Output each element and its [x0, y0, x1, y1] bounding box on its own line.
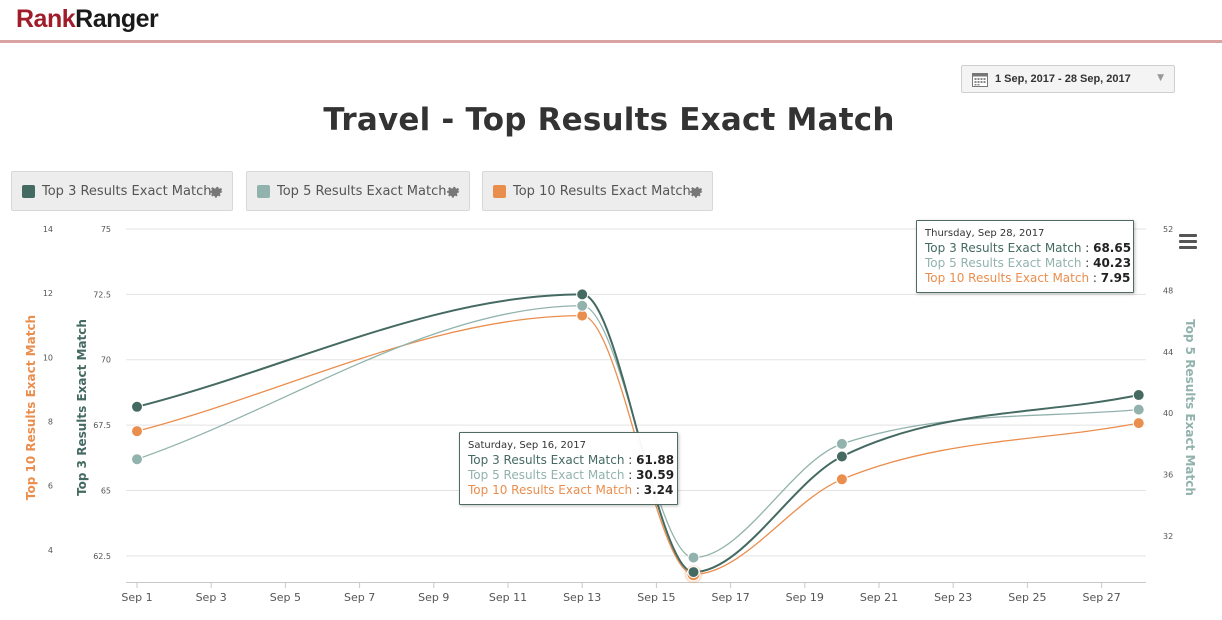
logo-text-rank: Rank [16, 5, 76, 33]
y-tick-label: 14 [43, 225, 53, 234]
data-point[interactable] [576, 288, 589, 301]
x-tick-label: Sep 11 [489, 591, 527, 604]
x-tick-label: Sep 17 [711, 591, 749, 604]
legend-item-top5[interactable]: Top 5 Results Exact Match [246, 171, 470, 211]
y-tick-label: 48 [1163, 286, 1173, 295]
tooltip-row-top10: Top 10 Results Exact Match : 7.95 [925, 271, 1131, 285]
x-tick-label: Sep 3 [196, 591, 227, 604]
y-tick-label: 44 [1163, 348, 1173, 357]
legend-label-top5: Top 5 Results Exact Match [277, 184, 447, 199]
series-line-top3 [136, 293, 1139, 574]
x-tick-label: Sep 1 [121, 591, 152, 604]
legend-swatch-top3 [22, 185, 35, 198]
gear-icon[interactable] [208, 183, 225, 200]
y-axis-title: Top 10 Results Exact Match [24, 315, 38, 500]
x-tick-label: Sep 19 [786, 591, 824, 604]
logo-text-ranger: Ranger [75, 5, 159, 33]
axes: Sep 1 Sep 3 Sep 5 Sep 7 Sep 9 Sep 11 Sep 13 Sep… [24, 225, 1197, 604]
y-tick-label: 75 [101, 225, 111, 234]
data-point[interactable] [131, 453, 143, 466]
y-tick-label: 72.5 [93, 290, 111, 299]
y-axis-title: Top 3 Results Exact Match [75, 319, 89, 496]
x-tick-label: Sep 27 [1082, 591, 1120, 604]
legend-label-top10: Top 10 Results Exact Match [513, 184, 691, 199]
date-range-picker[interactable]: 1 Sep, 2017 - 28 Sep, 2017 ▼ [961, 65, 1175, 93]
y-axis-title: Top 5 Results Exact Match [1183, 319, 1197, 496]
gear-icon[interactable] [445, 183, 462, 200]
y-tick-label: 67.5 [93, 421, 111, 430]
data-point[interactable] [835, 473, 848, 486]
series-line-top5 [136, 305, 1139, 559]
tooltip-row-top3: Top 3 Results Exact Match : 68.65 [925, 241, 1132, 255]
tooltip-row-top10: Top 10 Results Exact Match : 3.24 [468, 483, 674, 497]
y-tick-label: 4 [48, 546, 53, 555]
x-tick-label: Sep 13 [563, 591, 601, 604]
data-point[interactable] [687, 566, 700, 579]
data-point[interactable] [131, 400, 143, 413]
legend-swatch-top10 [493, 185, 506, 198]
chevron-down-icon: ▼ [1157, 73, 1164, 83]
data-point[interactable] [1132, 389, 1145, 402]
y-tick-label: 40 [1163, 409, 1173, 418]
y-tick-label: 52 [1163, 225, 1173, 234]
legend-item-top10[interactable]: Top 10 Results Exact Match [482, 171, 713, 211]
y-tick-label: 65 [101, 486, 111, 495]
data-point[interactable] [835, 437, 848, 450]
x-tick-label: Sep 5 [270, 591, 301, 604]
y-tick-label: 70 [101, 356, 111, 365]
header-bar: RankRanger [0, 0, 1222, 43]
date-range-label: 1 Sep, 2017 - 28 Sep, 2017 [995, 73, 1131, 85]
calendar-icon [972, 73, 988, 87]
tooltip-date: Thursday, Sep 28, 2017 [925, 228, 1045, 239]
tooltip-row-top3: Top 3 Results Exact Match : 61.88 [468, 453, 675, 467]
legend-swatch-top5 [257, 185, 270, 198]
data-point[interactable] [576, 299, 589, 312]
data-point[interactable] [576, 309, 589, 322]
legend-label-top3: Top 3 Results Exact Match [42, 184, 212, 199]
tooltip-row-top5: Top 5 Results Exact Match : 30.59 [468, 468, 675, 482]
y-tick-label: 8 [48, 418, 53, 427]
data-point[interactable] [1132, 403, 1145, 416]
x-tick-label: Sep 15 [637, 591, 675, 604]
y-tick-label: 36 [1163, 471, 1173, 480]
data-point[interactable] [131, 425, 143, 438]
series-markers [131, 288, 1145, 584]
legend-item-top3[interactable]: Top 3 Results Exact Match [11, 171, 233, 211]
tooltip-row-top5: Top 5 Results Exact Match : 40.23 [925, 256, 1132, 270]
x-tick-label: Sep 21 [860, 591, 898, 604]
tooltip-sep16: Saturday, Sep 16, 2017 Top 3 Results Exa… [459, 432, 678, 505]
y-tick-label: 62.5 [93, 552, 111, 561]
x-tick-label: Sep 23 [934, 591, 972, 604]
data-point[interactable] [835, 450, 848, 463]
tooltip-date: Saturday, Sep 16, 2017 [468, 440, 586, 451]
x-tick-label: Sep 7 [344, 591, 375, 604]
gear-icon[interactable] [688, 183, 705, 200]
x-tick-label: Sep 25 [1008, 591, 1046, 604]
series-line-top10 [136, 314, 1139, 575]
chart-title: Travel - Top Results Exact Match [323, 102, 895, 138]
rankranger-logo[interactable]: RankRanger [16, 5, 159, 33]
y-tick-label: 12 [43, 289, 53, 298]
tooltip-sep28: Thursday, Sep 28, 2017 Top 3 Results Exa… [916, 220, 1134, 293]
data-point[interactable] [1132, 417, 1145, 430]
series-lines [136, 293, 1139, 575]
data-point[interactable] [687, 551, 700, 564]
hamburger-menu-icon[interactable] [1179, 234, 1197, 249]
y-tick-label: 6 [48, 482, 53, 491]
y-tick-label: 32 [1163, 532, 1173, 541]
y-tick-label: 10 [43, 353, 53, 362]
x-tick-label: Sep 9 [418, 591, 449, 604]
